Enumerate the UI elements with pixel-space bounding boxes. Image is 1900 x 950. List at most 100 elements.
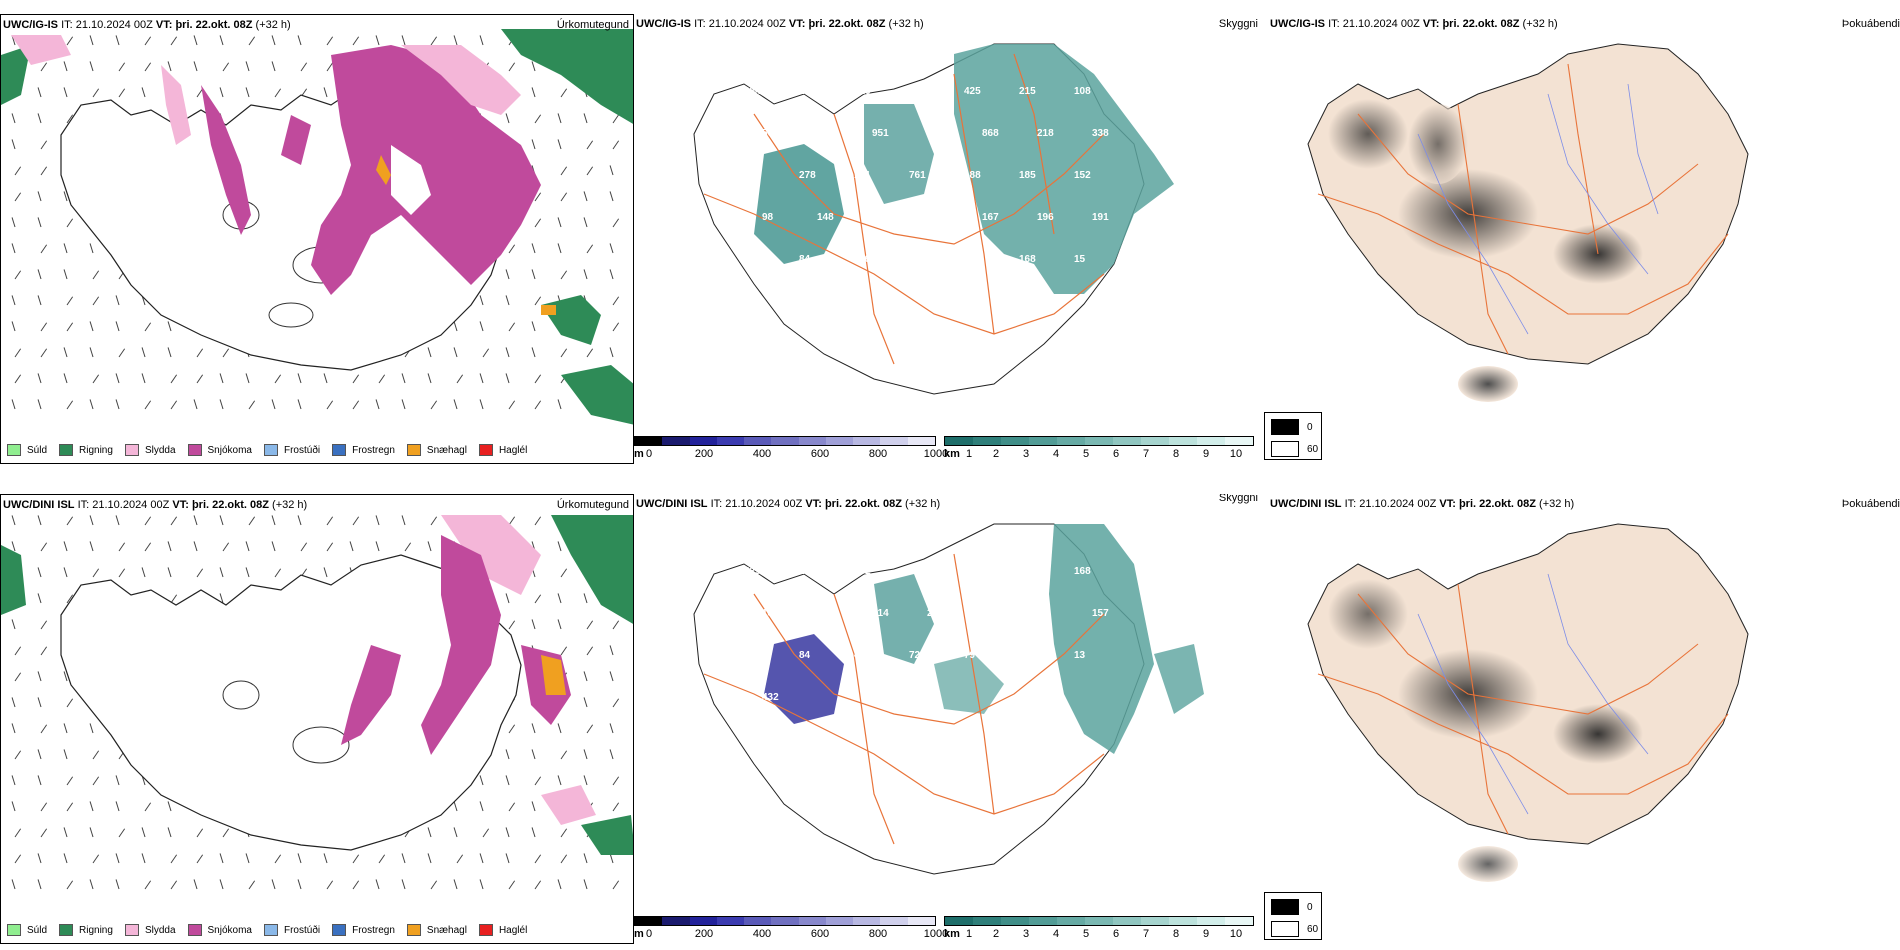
wind-barb — [170, 854, 178, 864]
wind-barb — [141, 87, 146, 98]
wind-barb — [14, 192, 22, 202]
wind-barb — [11, 321, 16, 332]
vis-value-label: 429 — [854, 650, 871, 661]
vis-value-label: 229 — [854, 86, 871, 97]
wind-barb — [534, 854, 542, 864]
wind-barb — [219, 35, 224, 46]
ceiling-colorbar: m 0 200 400 600 800 1000 — [634, 436, 948, 464]
wind-barb — [557, 723, 562, 734]
wind-barb — [505, 593, 510, 604]
wind-barb — [453, 35, 458, 46]
vis-value-label: 13 — [1074, 650, 1086, 661]
wind-barb — [352, 374, 360, 384]
wind-barb — [453, 321, 458, 332]
wind-barb — [14, 672, 22, 682]
legend-swatch-bottom — [7, 924, 21, 936]
wind-barb — [609, 347, 614, 358]
wind-barb — [557, 243, 562, 254]
wind-barb — [170, 516, 178, 526]
colorbar-segment — [744, 917, 772, 925]
vis-teal-area — [954, 44, 1174, 294]
wind-barb — [167, 541, 172, 552]
colorbar-segment — [1197, 917, 1225, 925]
wind-barb — [274, 568, 282, 578]
wind-barb — [612, 322, 620, 332]
legend-item: Frostúði — [263, 444, 320, 456]
wind-barb — [37, 567, 42, 578]
wind-barb — [583, 697, 588, 708]
wind-barb — [11, 697, 16, 708]
wind-barb — [479, 775, 484, 786]
wind-barb — [66, 802, 74, 812]
colorbar-segment — [1141, 437, 1169, 445]
rain-area — [501, 29, 633, 124]
wind-barb — [505, 373, 510, 384]
wind-barb — [609, 723, 614, 734]
vis-value-label: 322 — [744, 254, 761, 265]
panel-title-precip: Úrkomutegund — [556, 19, 629, 31]
wind-barb — [219, 399, 224, 410]
header-bottom-fog: UWC/DINI ISL IT: 21.10.2024 00Z VT: þri.… — [1270, 498, 1575, 510]
vis-value-label: 194 — [817, 608, 834, 619]
wind-barb — [612, 698, 620, 708]
wind-barb — [479, 295, 484, 306]
wind-barb — [66, 296, 74, 306]
wind-barb — [560, 270, 568, 280]
wind-barb — [586, 348, 594, 358]
wind-barb — [89, 723, 94, 734]
wind-barb — [89, 541, 94, 552]
wind-barb — [271, 515, 276, 526]
colorbar-segment — [771, 437, 799, 445]
wind-barb — [92, 88, 100, 98]
colorbar-segment — [1001, 917, 1029, 925]
wind-barb — [557, 399, 562, 410]
colorbar-tick: 6 — [1112, 928, 1120, 940]
wind-barb — [505, 853, 510, 864]
vis-value-label: 108 — [1074, 86, 1091, 97]
wind-barb — [583, 853, 588, 864]
header-bottom-vis: UWC/DINI ISL IT: 21.10.2024 00Z VT: þri.… — [636, 498, 941, 510]
colorbar-tick: 600 — [810, 448, 830, 460]
wind-barb — [583, 879, 588, 890]
vis-colorbar-bottom: km 1 2 3 4 5 6 7 8 9 10 — [944, 916, 1254, 944]
wind-barb — [508, 244, 516, 254]
wind-barb — [248, 36, 256, 46]
wind-barb — [14, 348, 22, 358]
wind-barb — [583, 191, 588, 202]
wind-barb — [63, 541, 68, 552]
precip-panel-top: UWC/IG-IS IT: 21.10.2024 00Z VT: þri. 22… — [0, 14, 634, 464]
vt-label: VT: — [155, 19, 173, 31]
ceiling-strip — [634, 436, 936, 446]
wind-barb — [92, 750, 100, 760]
wind-barb — [323, 853, 328, 864]
colorbar-tick: 4 — [1052, 928, 1060, 940]
precip-map-bottom — [1, 515, 633, 890]
legend-item: Frostregn — [332, 444, 395, 456]
wind-barb — [37, 671, 42, 682]
wind-barb — [352, 400, 360, 410]
colorbar-tick: 400 — [752, 928, 772, 940]
wind-barb — [560, 88, 568, 98]
wind-barb — [167, 827, 172, 838]
wind-barb — [612, 620, 620, 630]
vis-value-label: 425 — [964, 86, 981, 97]
vis-value-label: 157 — [1092, 608, 1109, 619]
wind-barb — [326, 62, 334, 72]
wind-barb — [508, 516, 516, 526]
panel-title-fog: Þokuábendi — [1841, 18, 1900, 30]
fog-swatch-top-0 — [1271, 419, 1299, 435]
wind-barb — [297, 853, 302, 864]
wind-barb — [14, 166, 22, 176]
vis-unit: km — [944, 448, 960, 460]
wind-barb — [534, 218, 542, 228]
wind-barb — [479, 373, 484, 384]
wind-barb — [456, 374, 464, 384]
vis-map-bottom: 429 201 762 500 160 126 168 183 194 214 289 84 87 157… — [693, 523, 1204, 875]
wind-barb — [557, 541, 562, 552]
colorbar-segment — [853, 917, 881, 925]
wind-barb — [245, 87, 250, 98]
wind-barb — [508, 880, 516, 890]
colorbar-segment — [716, 917, 745, 925]
vis-value-label: 116 — [854, 254, 871, 265]
wind-barb — [11, 515, 16, 526]
